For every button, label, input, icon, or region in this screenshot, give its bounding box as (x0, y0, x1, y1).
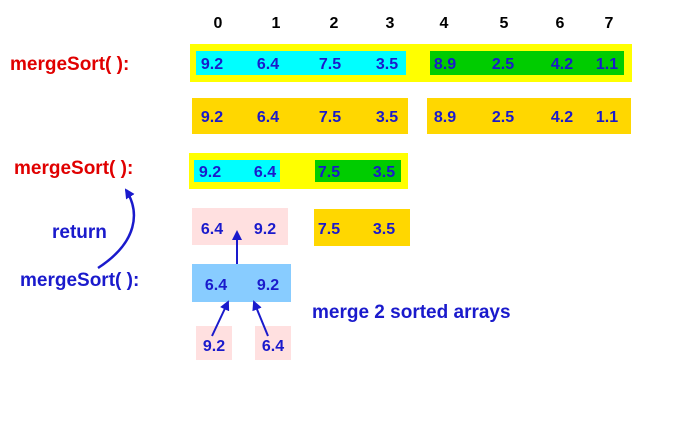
array-value: 7.5 (319, 109, 341, 126)
left-half-cell (196, 51, 406, 75)
right-half-cell (430, 51, 624, 75)
array-value: 9.2 (199, 164, 221, 181)
array-value: 7.5 (318, 164, 340, 181)
merge-note-label: merge 2 sorted arrays (312, 302, 511, 323)
array-value: 6.4 (201, 221, 223, 238)
array-value: 3.5 (373, 164, 395, 181)
pending-left-cell (192, 98, 408, 134)
array-value: 9.2 (201, 109, 223, 126)
index-label: 2 (330, 15, 339, 32)
array-value: 8.9 (434, 56, 456, 73)
return-arrow (97, 188, 136, 270)
array-value: 2.5 (492, 56, 514, 73)
array-value: 9.2 (257, 277, 279, 294)
array-value: 8.9 (434, 109, 456, 126)
leaf-left-arrow (211, 300, 230, 337)
level1-values: 9.2 6.4 7.5 3.5 8.9 2.5 4.2 1.1 (201, 109, 618, 126)
level0-values: 9.2 6.4 7.5 3.5 8.9 2.5 4.2 1.1 (201, 56, 618, 73)
array-value: 3.5 (376, 109, 398, 126)
array-value: 1.1 (596, 56, 618, 73)
level2-values: 9.2 6.4 7.5 3.5 (199, 164, 395, 181)
array-value: 9.2 (201, 56, 223, 73)
index-label: 0 (214, 15, 223, 32)
pending-pair-cell (314, 209, 410, 246)
index-label: 6 (556, 15, 565, 32)
index-label: 5 (500, 15, 509, 32)
index-label: 3 (386, 15, 395, 32)
array-value: 6.4 (205, 277, 227, 294)
array-value: 6.4 (262, 338, 284, 355)
array-value: 2.5 (492, 109, 514, 126)
merged-pair-cell (192, 264, 291, 302)
array-value: 6.4 (254, 164, 276, 181)
merge-sort-label-mid: mergeSort( ): (14, 158, 133, 179)
array-value: 9.2 (254, 221, 276, 238)
merge-sort-label-bottom: mergeSort( ): (20, 270, 139, 291)
right-half-cell (315, 160, 401, 182)
array-value: 6.4 (257, 109, 279, 126)
array-value: 7.5 (318, 221, 340, 238)
array-value: 7.5 (319, 56, 341, 73)
array-value: 1.1 (596, 109, 618, 126)
index-header: 0 1 2 3 4 5 6 7 (214, 15, 614, 32)
index-label: 4 (440, 15, 449, 32)
array-value: 3.5 (376, 56, 398, 73)
merged-values: 6.4 9.2 (205, 277, 279, 294)
array-value: 4.2 (551, 109, 573, 126)
array-value: 4.2 (551, 56, 573, 73)
index-label: 1 (272, 15, 281, 32)
pending-right-cell (427, 98, 631, 134)
array-value: 6.4 (257, 56, 279, 73)
array-value: 3.5 (373, 221, 395, 238)
level3-values: 6.4 9.2 7.5 3.5 (201, 221, 395, 238)
return-label: return (52, 222, 107, 243)
index-label: 7 (605, 15, 614, 32)
left-half-cell (194, 160, 280, 182)
array-value: 9.2 (203, 338, 225, 355)
merge-sort-label-top: mergeSort( ): (10, 54, 129, 75)
leaf-right-arrow (252, 300, 269, 337)
leaf-cell (255, 326, 291, 360)
